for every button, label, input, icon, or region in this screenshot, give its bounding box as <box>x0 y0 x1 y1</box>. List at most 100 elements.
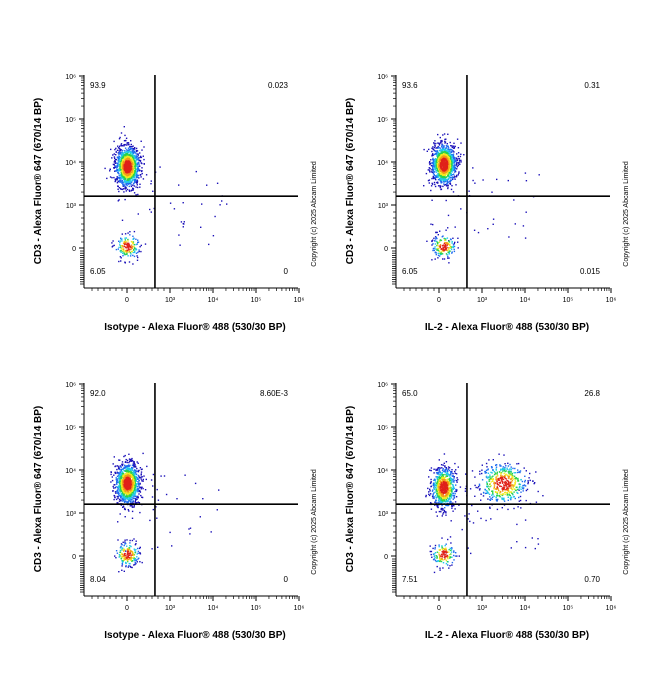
event-dot <box>125 187 127 189</box>
event-dot <box>130 550 133 552</box>
event-dot <box>441 248 443 250</box>
event-dot <box>140 476 142 478</box>
event-dot <box>132 178 134 181</box>
event-dot <box>442 149 444 151</box>
event-dot <box>479 470 481 473</box>
event-dot <box>130 184 132 186</box>
event-dot <box>116 177 119 179</box>
event-dot <box>115 492 117 494</box>
event-dot <box>116 182 119 184</box>
event-dot <box>478 489 481 491</box>
event-dot <box>118 174 120 176</box>
event-dot <box>437 147 439 149</box>
event-dot <box>130 240 133 243</box>
event-dot <box>436 249 438 251</box>
event-dot <box>454 472 456 474</box>
event-dot <box>151 496 154 498</box>
event-dot <box>432 497 434 499</box>
event-dot <box>446 183 448 185</box>
event-dot <box>115 165 117 167</box>
event-dot <box>449 150 451 153</box>
event-dot <box>130 492 132 495</box>
event-dot <box>117 492 119 495</box>
event-dot <box>435 169 437 172</box>
event-dot <box>125 561 127 564</box>
quadrant-upper-right-value: 8.60E-3 <box>260 389 289 398</box>
y-tick-label: 10³ <box>378 511 389 518</box>
event-dot <box>474 476 476 478</box>
event-dot <box>426 240 428 242</box>
event-dot <box>121 180 123 182</box>
event-dot <box>454 159 456 161</box>
event-dot <box>135 502 137 504</box>
event-dot <box>436 237 438 240</box>
event-dot <box>112 490 114 492</box>
event-dot <box>439 569 441 571</box>
event-dot <box>124 253 126 255</box>
event-dot <box>443 161 445 163</box>
event-dot <box>138 482 140 484</box>
event-dot <box>137 497 139 499</box>
event-dot <box>119 513 121 515</box>
event-dot <box>438 247 440 250</box>
event-dot <box>428 476 430 478</box>
event-dot <box>447 257 449 259</box>
event-dot <box>441 236 443 238</box>
event-dot <box>133 488 136 490</box>
event-dot <box>117 465 119 467</box>
event-dot <box>132 477 134 479</box>
event-dot <box>486 466 488 468</box>
event-dot <box>130 246 132 249</box>
event-dot <box>131 481 133 483</box>
event-dot <box>431 150 433 153</box>
event-dot <box>439 239 441 242</box>
event-dot <box>136 502 138 504</box>
event-dot <box>117 185 119 187</box>
event-dot <box>439 172 441 174</box>
event-dot <box>118 179 121 181</box>
event-dot <box>451 240 453 243</box>
event-dot <box>136 163 138 166</box>
event-dot <box>134 152 137 154</box>
event-dot <box>434 175 436 177</box>
event-dot <box>117 491 119 494</box>
event-dot <box>116 491 118 493</box>
event-dot <box>121 493 123 496</box>
event-dot <box>444 142 446 144</box>
event-dot <box>433 142 435 144</box>
event-dot <box>132 155 134 157</box>
event-dot <box>467 547 469 549</box>
event-dot <box>124 143 126 146</box>
event-dot <box>118 500 121 502</box>
event-dot <box>435 240 438 243</box>
event-dot <box>447 133 449 135</box>
event-dot <box>124 241 126 243</box>
event-dot <box>456 479 458 482</box>
event-dot <box>127 153 129 156</box>
event-dot <box>440 252 442 254</box>
event-dot <box>134 544 137 546</box>
event-dot <box>507 462 509 464</box>
event-dot <box>136 166 138 168</box>
event-dot <box>455 176 457 178</box>
x-tick-label: 10⁴ <box>520 605 531 612</box>
event-dot <box>438 163 441 165</box>
event-dot <box>117 188 119 190</box>
event-dot <box>451 246 454 248</box>
event-dot <box>126 501 128 503</box>
event-dot <box>534 547 536 550</box>
event-dot <box>124 157 126 159</box>
event-dot <box>433 571 436 574</box>
event-dot <box>434 145 436 147</box>
event-dot <box>428 162 431 164</box>
event-dot <box>446 184 448 186</box>
event-dot <box>136 461 138 463</box>
event-dot <box>448 178 450 180</box>
event-dot <box>448 166 450 168</box>
event-dot <box>113 164 115 166</box>
event-dot <box>130 251 133 253</box>
event-dot <box>157 546 159 548</box>
event-dot <box>120 260 122 262</box>
event-dot <box>446 181 449 184</box>
event-dot <box>450 174 452 177</box>
